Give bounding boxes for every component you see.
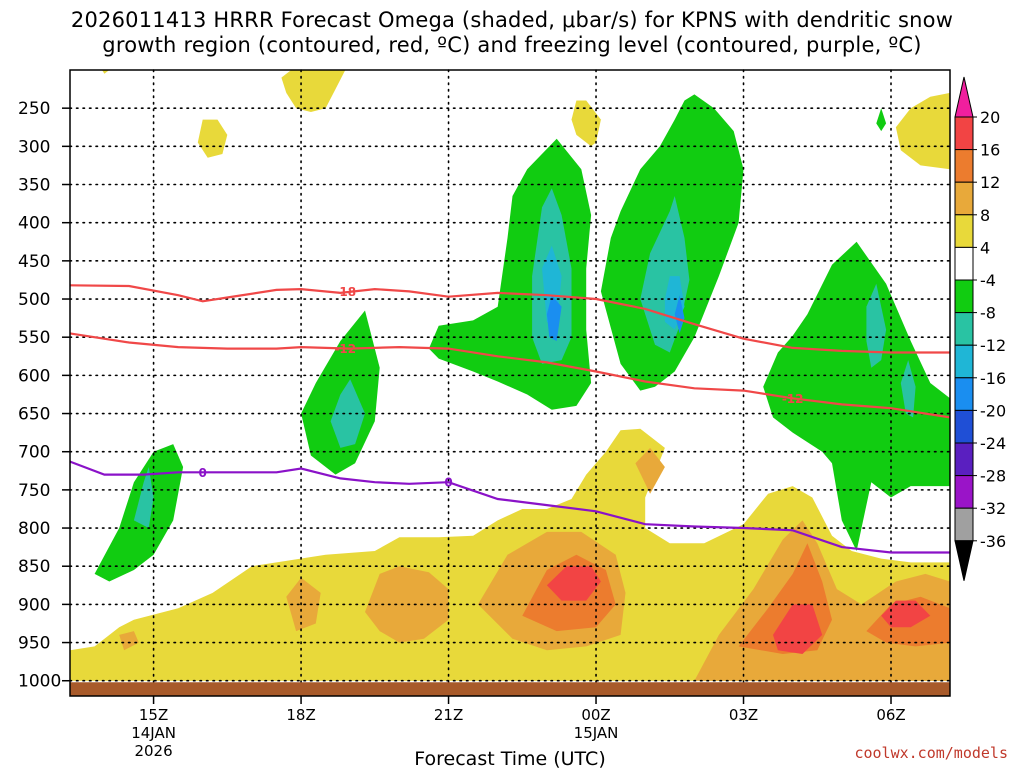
y-tick-label-750: 750 — [18, 481, 50, 501]
colorbar-band-11 — [954, 442, 974, 477]
omega-region-30 — [900, 360, 916, 418]
x-tick-label-18Z: 18Z — [286, 706, 315, 724]
colorbar-label-6: -4 — [980, 271, 996, 290]
y-tick-label-250: 250 — [18, 99, 50, 119]
y-tick-label-450: 450 — [18, 252, 50, 272]
colorbar-band-7 — [954, 312, 974, 346]
colorbar-label-4: 8 — [980, 206, 990, 225]
colorbar-band-13 — [954, 507, 974, 542]
omega-region-5 — [895, 92, 950, 170]
y-tick-label-700: 700 — [18, 443, 50, 463]
grid-layer — [69, 69, 951, 697]
colorbar-band-5 — [954, 246, 974, 281]
colorbar-band-2 — [954, 149, 974, 183]
colorbar: 20 16 12 8 4 -4 -8 -12 -16 -20 -24 -28 -32 -36 — [954, 76, 1006, 581]
colorbar-label-1: 20 — [980, 108, 1000, 127]
x-tick-date-00Z: 15JAN — [574, 724, 619, 742]
y-tick-label-300: 300 — [18, 137, 50, 157]
y-tick-label-850: 850 — [18, 557, 50, 577]
x-tick-year-15Z: 2026 — [134, 742, 172, 760]
contour-layer: -18 -12 -12 0 0 — [70, 284, 950, 554]
omega-shading-layer — [70, 70, 950, 681]
colorbar-label-9: -16 — [980, 369, 1006, 388]
colorbar-band-4 — [954, 214, 974, 248]
omega-region-25 — [133, 467, 154, 528]
omega-region-3 — [102, 70, 110, 74]
x-tick-label-06Z: 06Z — [876, 706, 905, 724]
colorbar-label-5: 4 — [980, 238, 990, 257]
omega-region-20 — [301, 310, 380, 475]
colorbar-label-3: 12 — [980, 173, 1000, 192]
omega-region-4 — [571, 100, 601, 147]
omega-region-34 — [674, 295, 685, 334]
omega-region-7 — [119, 631, 139, 651]
contour-line-3 — [70, 460, 950, 554]
x-tick-label-03Z: 03Z — [729, 706, 758, 724]
contour-label-5: 0 — [444, 476, 452, 490]
omega-region-33 — [546, 295, 562, 341]
omega-region-29 — [866, 283, 887, 368]
colorbar-band-12 — [954, 475, 974, 509]
colorbar-top-arrow — [954, 76, 974, 118]
x-tick-date-15Z: 14JAN — [131, 724, 176, 742]
chart-title: 2026011413 HRRR Forecast Omega (shaded, … — [0, 8, 1024, 58]
chart-title-line1: 2026011413 HRRR Forecast Omega (shaded, … — [70, 8, 954, 32]
colorbar-band-3 — [954, 181, 974, 216]
omega-region-16 — [546, 566, 601, 601]
omega-region-1 — [281, 70, 346, 112]
omega-region-23 — [763, 241, 950, 552]
y-tick-label-800: 800 — [18, 519, 50, 539]
contour-line-2 — [70, 332, 950, 419]
x-tick-label-15Z: 15Z — [139, 706, 168, 724]
y-tick-label-950: 950 — [18, 634, 50, 654]
colorbar-label-8: -12 — [980, 336, 1006, 355]
x-tick-label-21Z: 21Z — [434, 706, 463, 724]
colorbar-label-13: -32 — [980, 499, 1006, 518]
ground-surface — [70, 682, 950, 696]
plot-frame — [69, 69, 951, 697]
omega-region-24 — [876, 108, 887, 132]
colorbar-band-8 — [954, 344, 974, 379]
x-tick-label-00Z: 00Z — [581, 706, 610, 724]
omega-region-9 — [365, 566, 449, 643]
y-tick-label-1000: 1000 — [18, 672, 61, 692]
y-axis: 250 300 350 400 450 500 550 600 650 700 750 800 850 9… — [18, 99, 70, 692]
colorbar-band-10 — [954, 409, 974, 444]
y-tick-label-400: 400 — [18, 214, 50, 234]
omega-region-2 — [197, 119, 228, 158]
colorbar-label-10: -20 — [980, 401, 1006, 420]
y-tick-label-900: 900 — [18, 595, 50, 615]
colorbar-label-12: -28 — [980, 467, 1006, 486]
colorbar-label-14: -36 — [980, 532, 1006, 551]
omega-region-11 — [635, 447, 665, 494]
chart-title-line2: growth region (contoured, red, ºC) and f… — [102, 33, 922, 57]
contour-label-2: -12 — [334, 342, 356, 356]
y-tick-label-500: 500 — [18, 290, 50, 310]
colorbar-label-2: 16 — [980, 141, 1000, 160]
y-tick-label-550: 550 — [18, 328, 50, 348]
contour-line-1 — [70, 284, 950, 354]
colorbar-label-7: -8 — [980, 304, 996, 323]
omega-region-18 — [881, 600, 931, 628]
contour-label-4: 0 — [199, 466, 207, 480]
omega-region-17 — [773, 604, 823, 654]
contour-label-3: -12 — [782, 392, 804, 406]
omega-region-26 — [330, 379, 365, 448]
y-tick-label-600: 600 — [18, 366, 50, 386]
colorbar-label-11: -24 — [980, 434, 1006, 453]
contour-label-1: -18 — [334, 285, 356, 299]
y-tick-label-650: 650 — [18, 405, 50, 425]
y-tick-label-350: 350 — [18, 176, 50, 196]
colorbar-bottom-arrow — [954, 540, 974, 581]
colorbar-band-1 — [954, 116, 974, 151]
x-axis-label: Forecast Time (UTC) — [414, 748, 605, 768]
credit-text: coolwx.com/models — [854, 744, 1008, 762]
colorbar-band-9 — [954, 377, 974, 411]
colorbar-band-6 — [954, 279, 974, 314]
